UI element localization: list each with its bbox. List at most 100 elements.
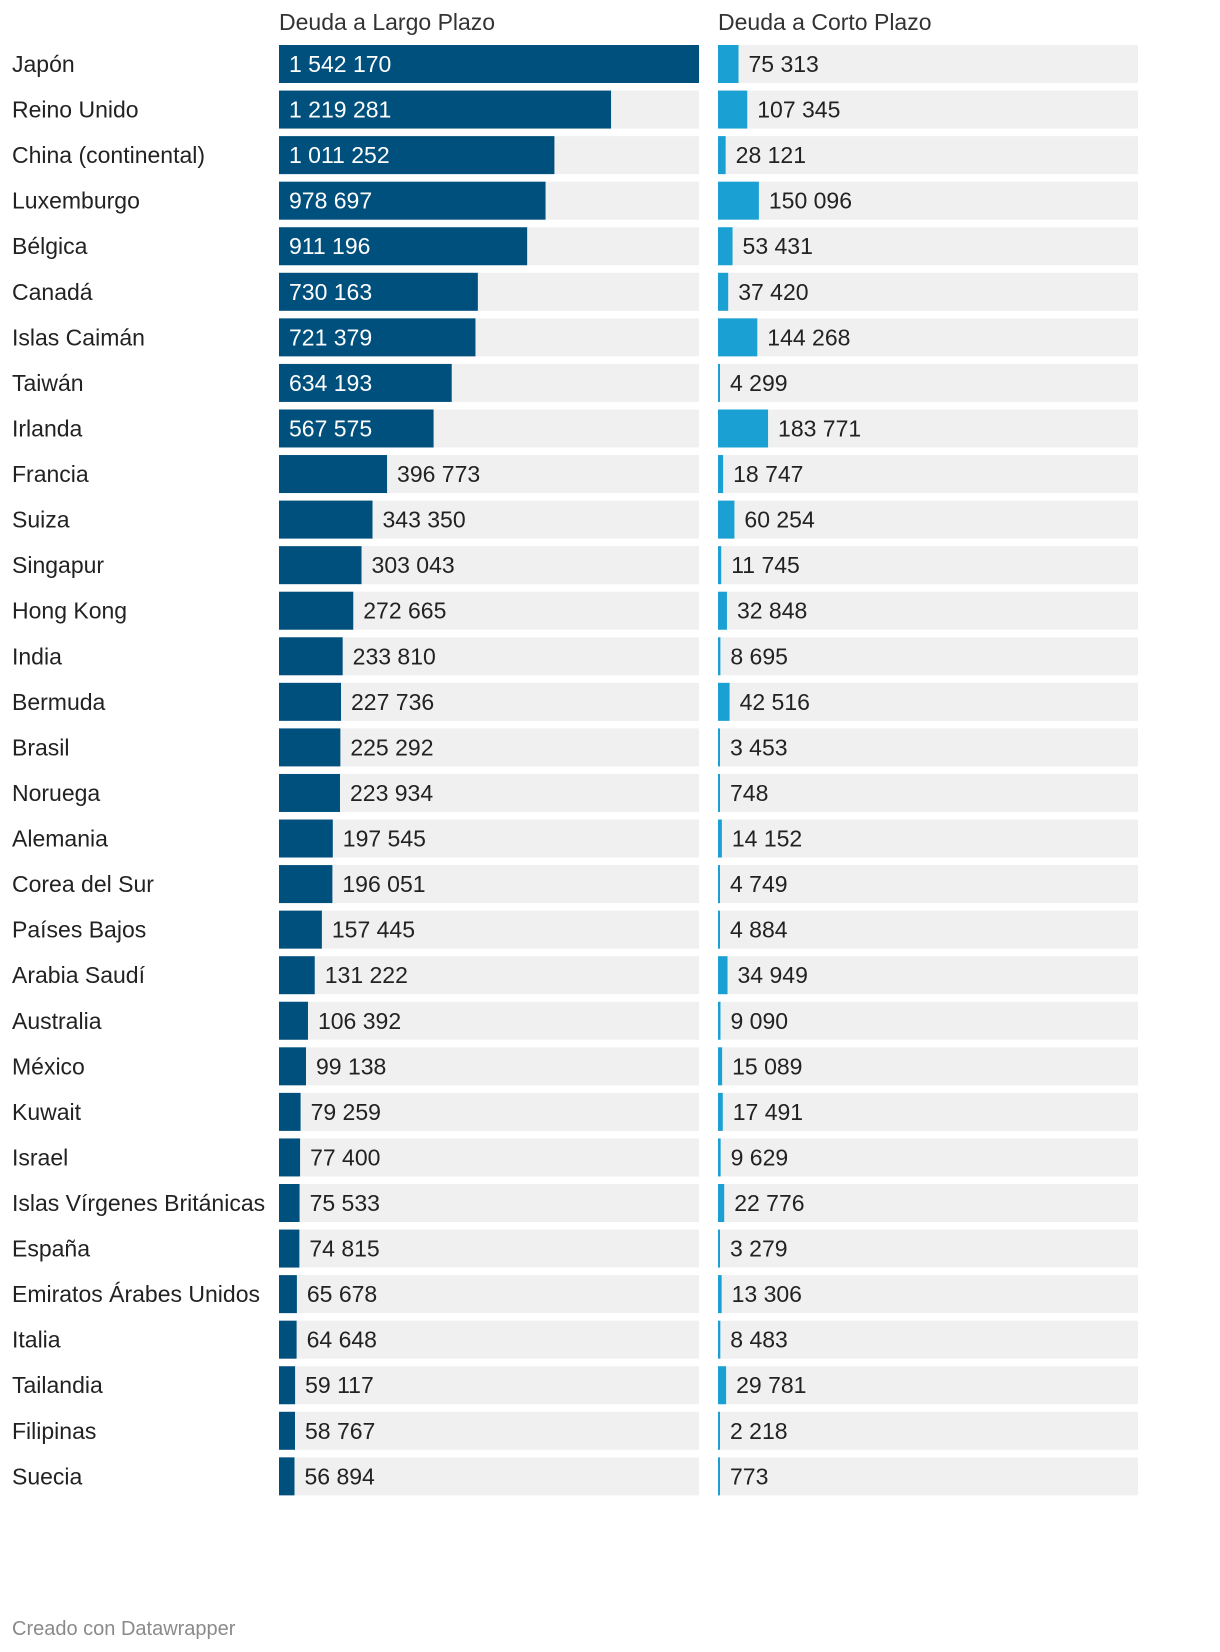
bar-value-label: 343 350 [383, 507, 466, 533]
category-label: Irlanda [12, 415, 83, 441]
bar-value-label: 2 218 [730, 1418, 788, 1444]
bar-value-label: 11 745 [731, 552, 800, 578]
bar-short-term [718, 637, 721, 676]
bar-track [279, 1092, 699, 1131]
bar-short-term [718, 1184, 725, 1222]
bar-short-term [718, 819, 722, 858]
column-header-1: Deuda a Corto Plazo [718, 9, 932, 35]
bar-value-label: 1 542 170 [289, 51, 391, 77]
bar-long-term [279, 910, 322, 949]
bar-track [718, 272, 1138, 311]
category-label: Singapur [12, 552, 104, 578]
category-label: Italia [12, 1327, 61, 1353]
bar-track [718, 1320, 1138, 1359]
bar-long-term [279, 1320, 297, 1359]
bar-short-term [718, 181, 759, 220]
bar-track [718, 90, 1138, 129]
bar-track [718, 227, 1138, 266]
bar-track [718, 181, 1138, 220]
bar-short-term [718, 1001, 721, 1040]
bar-short-term [718, 136, 726, 175]
category-label: Países Bajos [12, 917, 146, 943]
bar-short-term [718, 728, 720, 767]
bar-value-label: 131 222 [325, 962, 408, 988]
category-label: México [12, 1053, 85, 1079]
bar-value-label: 79 259 [311, 1099, 381, 1125]
category-label: Bermuda [12, 689, 106, 715]
bar-track [279, 865, 699, 904]
bar-short-term [718, 318, 758, 357]
bar-value-label: 3 279 [730, 1236, 788, 1262]
bar-track [279, 773, 699, 812]
bar-long-term [279, 1229, 300, 1268]
bar-track [718, 819, 1138, 858]
bar-long-term [279, 728, 341, 767]
bar-track [718, 546, 1138, 585]
bar-short-term [718, 272, 729, 311]
bar-long-term [279, 546, 362, 585]
bar-value-label: 4 884 [730, 917, 788, 943]
bar-value-label: 59 117 [305, 1372, 374, 1398]
bar-value-label: 9 629 [731, 1144, 789, 1170]
bar-short-term [718, 1411, 720, 1450]
bar-long-term [279, 181, 546, 220]
bar-value-label: 233 810 [353, 643, 436, 669]
bar-track [718, 318, 1138, 357]
bar-short-term [718, 956, 728, 995]
bar-value-label: 1 011 252 [289, 142, 390, 168]
bar-value-label: 17 491 [733, 1099, 803, 1125]
bar-value-label: 1 219 281 [289, 97, 391, 123]
bar-long-term [279, 136, 555, 175]
bar-track [718, 363, 1138, 402]
bar-track [718, 1047, 1138, 1086]
bar-long-term [279, 1184, 300, 1222]
category-label: Canadá [12, 279, 93, 305]
bar-short-term [718, 1457, 720, 1496]
bar-long-term [279, 1047, 306, 1086]
bar-value-label: 42 516 [740, 689, 810, 715]
bar-value-label: 4 299 [730, 370, 788, 396]
bar-track [279, 819, 699, 858]
bar-short-term [718, 865, 720, 904]
category-label: Alemania [12, 826, 108, 852]
bar-long-term [279, 865, 333, 904]
bar-short-term [718, 1366, 727, 1405]
category-label: China (continental) [12, 142, 205, 168]
bar-long-term [279, 90, 612, 129]
bar-track [279, 1275, 699, 1314]
footer-credit[interactable]: Creado con Datawrapper [12, 1618, 236, 1640]
bar-long-term [279, 819, 333, 858]
bar-value-label: 75 533 [310, 1190, 380, 1216]
bar-short-term [718, 500, 735, 539]
bar-short-term [718, 455, 724, 494]
bar-track [718, 1138, 1138, 1177]
bar-value-label: 721 379 [289, 324, 372, 350]
category-label: Suecia [12, 1463, 83, 1489]
bar-short-term [718, 409, 769, 448]
bar-value-label: 396 773 [397, 461, 480, 487]
category-label: Noruega [12, 780, 100, 806]
category-label: Bélgica [12, 233, 88, 259]
bar-short-term [718, 773, 720, 812]
bar-short-term [718, 90, 748, 129]
category-label: Luxemburgo [12, 188, 140, 214]
bar-value-label: 107 345 [757, 97, 840, 123]
bar-short-term [718, 910, 720, 949]
bar-value-label: 64 648 [307, 1327, 377, 1353]
bar-track [718, 1001, 1138, 1040]
bar-track [718, 1457, 1138, 1496]
bar-track [718, 682, 1138, 721]
bar-short-term [718, 363, 720, 402]
bar-value-label: 773 [730, 1463, 768, 1489]
bar-value-label: 227 736 [351, 689, 434, 715]
bar-short-term [718, 1275, 722, 1314]
bar-value-label: 183 771 [778, 415, 861, 441]
bar-long-term [279, 1366, 296, 1405]
category-label: Suiza [12, 507, 70, 533]
bar-track [718, 409, 1138, 448]
bar-value-label: 3 453 [730, 734, 788, 760]
bar-value-label: 29 781 [736, 1372, 806, 1398]
bar-value-label: 77 400 [310, 1144, 380, 1170]
bar-short-term [718, 227, 733, 266]
category-label: Brasil [12, 734, 70, 760]
